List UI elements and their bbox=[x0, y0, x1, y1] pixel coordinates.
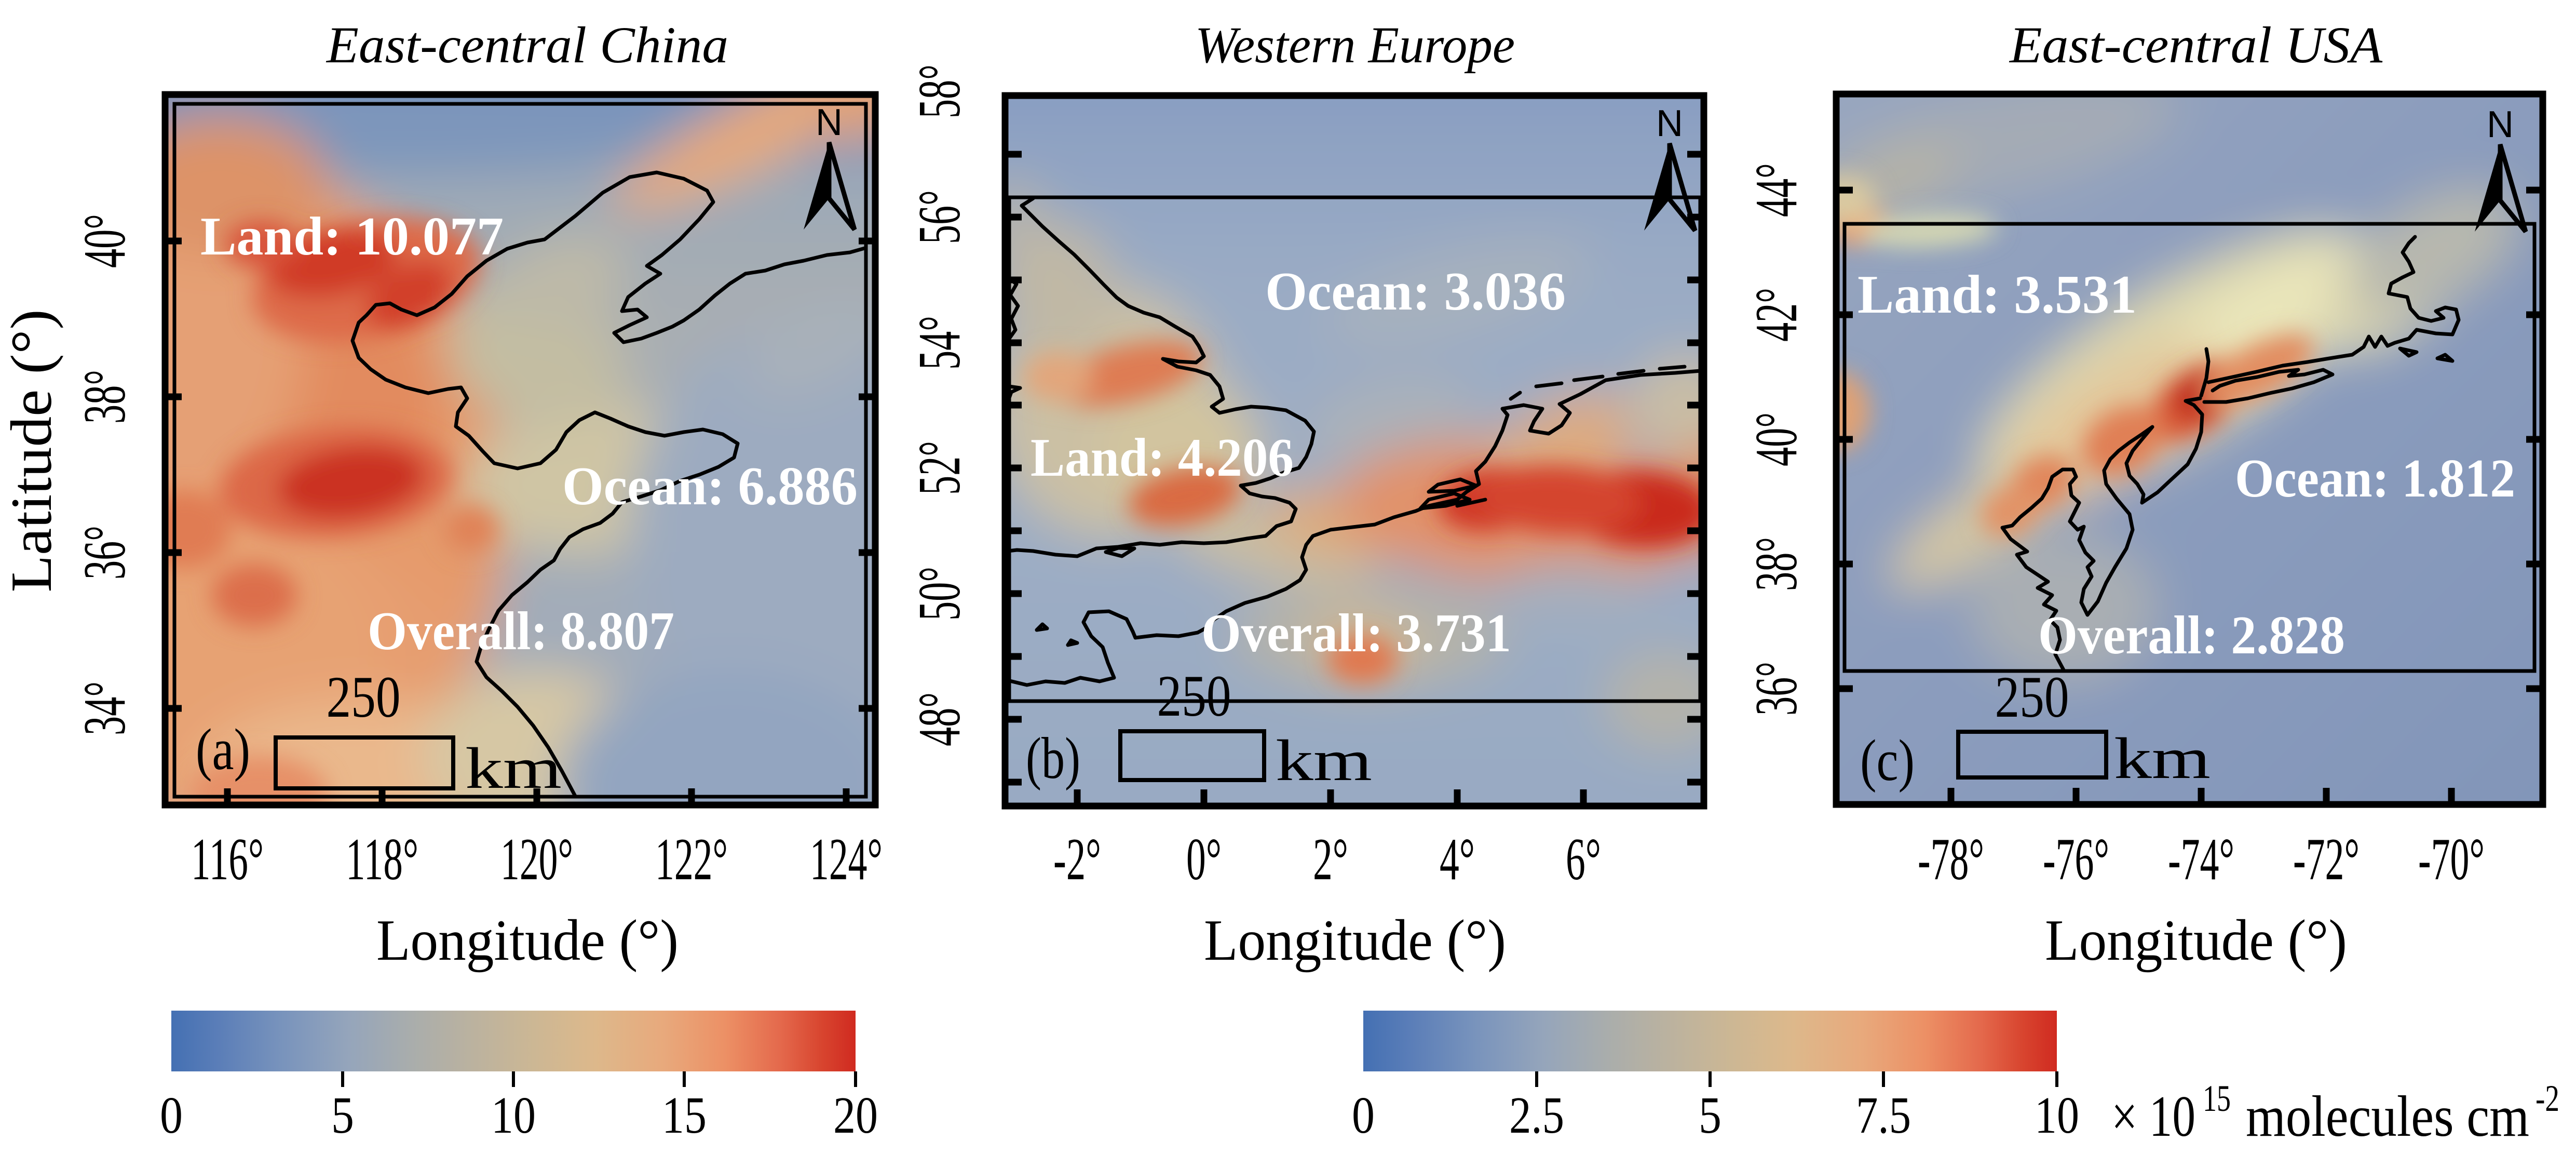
svg-text:118°: 118° bbox=[346, 826, 418, 892]
svg-text:Land: 3.531: Land: 3.531 bbox=[1858, 264, 2137, 325]
svg-text:250: 250 bbox=[327, 665, 401, 730]
svg-text:Longitude (°): Longitude (°) bbox=[1204, 908, 1506, 973]
svg-text:36°: 36° bbox=[1743, 662, 1809, 716]
svg-text:km: km bbox=[2114, 726, 2211, 791]
svg-text:-72°: -72° bbox=[2293, 826, 2360, 892]
svg-text:Ocean: 3.036: Ocean: 3.036 bbox=[1265, 261, 1566, 321]
svg-text:116°: 116° bbox=[191, 826, 264, 892]
svg-text:0°: 0° bbox=[1186, 826, 1222, 892]
svg-text:0: 0 bbox=[1352, 1086, 1375, 1144]
svg-text:4°: 4° bbox=[1440, 826, 1475, 892]
svg-text:40°: 40° bbox=[1743, 412, 1809, 466]
svg-text:5: 5 bbox=[331, 1086, 354, 1144]
svg-text:km: km bbox=[465, 736, 562, 801]
svg-text:50°: 50° bbox=[906, 567, 972, 621]
svg-text:34°: 34° bbox=[72, 681, 138, 735]
svg-text:20: 20 bbox=[833, 1086, 878, 1144]
svg-text:molecules cm: molecules cm bbox=[2246, 1084, 2529, 1149]
svg-text:58°: 58° bbox=[906, 64, 972, 118]
svg-text:56°: 56° bbox=[906, 190, 972, 244]
svg-text:120°: 120° bbox=[500, 826, 573, 892]
svg-text:7.5: 7.5 bbox=[1856, 1086, 1911, 1144]
svg-text:36°: 36° bbox=[72, 526, 138, 580]
svg-text:2°: 2° bbox=[1313, 826, 1348, 892]
svg-text:38°: 38° bbox=[1743, 537, 1809, 591]
svg-text:Longitude (°): Longitude (°) bbox=[376, 908, 679, 973]
svg-text:250: 250 bbox=[1157, 664, 1231, 729]
svg-text:10: 10 bbox=[491, 1086, 536, 1144]
svg-text:-70°: -70° bbox=[2418, 826, 2485, 892]
svg-text:N: N bbox=[816, 102, 843, 143]
svg-text:Longitude (°): Longitude (°) bbox=[2045, 908, 2347, 973]
svg-text:Land: 4.206: Land: 4.206 bbox=[1031, 427, 1294, 488]
svg-text:44°: 44° bbox=[1743, 163, 1809, 217]
svg-text:-2°: -2° bbox=[1053, 826, 1101, 892]
svg-text:54°: 54° bbox=[906, 316, 972, 370]
svg-text:× 10: × 10 bbox=[2111, 1084, 2195, 1149]
svg-text:40°: 40° bbox=[72, 214, 138, 268]
svg-text:2.5: 2.5 bbox=[1509, 1086, 1564, 1144]
svg-text:48°: 48° bbox=[906, 692, 972, 746]
svg-text:-2: -2 bbox=[2536, 1078, 2559, 1119]
svg-text:Overall: 2.828: Overall: 2.828 bbox=[2038, 605, 2345, 665]
svg-text:East-central USA: East-central USA bbox=[2009, 16, 2383, 74]
svg-text:Land: 10.077: Land: 10.077 bbox=[200, 206, 504, 266]
svg-text:6°: 6° bbox=[1566, 826, 1601, 892]
svg-text:km: km bbox=[1276, 728, 1372, 793]
svg-text:-78°: -78° bbox=[1918, 826, 1984, 892]
svg-text:Ocean: 1.812: Ocean: 1.812 bbox=[2235, 448, 2515, 508]
svg-text:(a): (a) bbox=[196, 717, 250, 782]
svg-text:N: N bbox=[2487, 104, 2514, 145]
svg-text:Western Europe: Western Europe bbox=[1195, 16, 1515, 74]
svg-text:52°: 52° bbox=[906, 441, 972, 495]
svg-text:250: 250 bbox=[1995, 665, 2069, 730]
svg-text:Overall: 8.807: Overall: 8.807 bbox=[368, 600, 674, 661]
svg-text:Ocean: 6.886: Ocean: 6.886 bbox=[562, 455, 858, 516]
svg-text:N: N bbox=[1656, 103, 1683, 144]
svg-text:0: 0 bbox=[160, 1086, 183, 1144]
svg-text:Overall: 3.731: Overall: 3.731 bbox=[1201, 602, 1511, 663]
svg-text:Latitude (°): Latitude (°) bbox=[0, 310, 64, 593]
svg-text:(c): (c) bbox=[1860, 728, 1915, 793]
svg-text:15: 15 bbox=[2203, 1078, 2231, 1119]
svg-text:10: 10 bbox=[2035, 1086, 2079, 1144]
svg-text:124°: 124° bbox=[810, 826, 883, 892]
svg-text:38°: 38° bbox=[72, 370, 138, 424]
svg-text:122°: 122° bbox=[655, 826, 728, 892]
svg-text:-74°: -74° bbox=[2168, 826, 2234, 892]
svg-text:East-central China: East-central China bbox=[326, 16, 728, 74]
svg-text:15: 15 bbox=[662, 1086, 707, 1144]
svg-text:42°: 42° bbox=[1743, 288, 1809, 342]
svg-text:(b): (b) bbox=[1026, 726, 1080, 791]
svg-text:-76°: -76° bbox=[2043, 826, 2109, 892]
svg-text:5: 5 bbox=[1699, 1086, 1721, 1144]
